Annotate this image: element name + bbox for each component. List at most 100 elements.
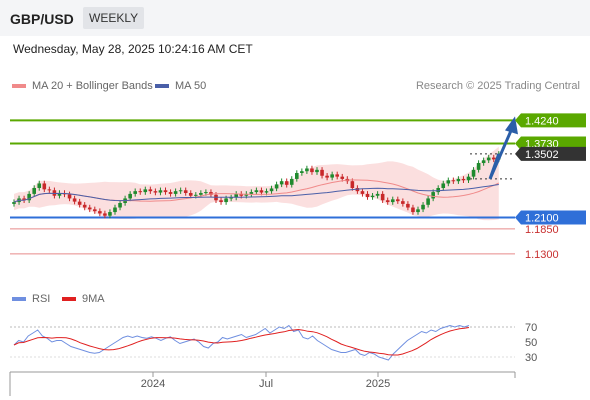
timeframe-button[interactable]: WEEKLY [83,7,145,29]
candle-body [406,203,410,208]
candle-body [254,190,259,193]
candle-body [481,160,486,164]
level-tag [515,146,586,161]
candle-body [209,192,213,195]
level-tag [515,113,586,128]
candle-body [199,192,203,195]
candle-body [239,193,244,196]
candle-body [77,201,82,205]
candle-body [93,209,97,212]
candle-body [128,193,132,199]
candle-body [32,188,36,194]
candle-body [244,193,249,196]
legend-swatch [155,84,169,88]
level-label: 1.1850 [525,224,559,236]
candle-body [103,213,107,216]
candle-body [310,168,314,173]
legend-swatch [12,297,26,301]
candle-body [385,200,390,203]
level-label: 1.2100 [525,213,559,225]
candle-body [491,157,496,160]
level-label: 1.3502 [525,149,559,161]
candle-body [264,191,269,193]
candle-body [204,192,208,194]
candle-body [153,191,158,193]
candle-body [431,192,435,199]
candle-body [365,193,370,198]
candle-body [138,191,143,193]
candle-body [476,163,481,170]
legend-rsi: RSI [12,293,50,305]
candle-body [446,180,451,184]
candle-body [471,169,476,177]
candle-body [148,189,153,192]
projection-arrow [488,127,514,180]
candle-body [340,176,345,179]
candle-body [461,178,466,181]
candle-body [375,193,380,196]
level-tag [515,210,586,225]
candle-body [42,183,47,190]
candle-body [113,207,117,213]
candle-body [194,194,198,196]
candle-body [295,173,299,179]
candle-body [279,181,284,185]
candle-body [436,188,440,193]
candle-body [456,178,461,182]
candle-body [219,200,223,203]
candle-body [82,204,87,208]
candle-body [335,174,339,177]
candle-body [411,207,415,213]
x-tick-label: Jul [259,378,273,390]
candle-body [390,199,395,203]
projection-arrowhead [505,116,518,135]
candle-body [47,189,52,191]
candle-body [52,190,57,196]
candle-body [370,195,375,198]
level-label: 1.4240 [525,115,559,127]
candle-body [421,204,425,210]
candle-body [163,190,168,193]
candle-body [173,191,178,194]
legend-label: 9MA [82,293,105,305]
candle-body [229,197,233,199]
candle-body [37,183,42,188]
candle-body [178,190,183,192]
candle-body [426,198,430,205]
candle-body [360,191,365,194]
candle-body [12,202,16,204]
candle-body [451,180,456,182]
candle-body [330,174,334,178]
candle-body [466,176,471,181]
candle-body [168,192,173,194]
level-label: 1.1300 [525,249,559,261]
rsi-line [13,324,470,361]
candle-body [269,188,274,192]
candle-body [325,175,329,178]
candle-body [234,193,238,198]
candle-body [284,181,289,185]
legend-ma9: 9MA [62,293,105,305]
candle-body [224,198,228,203]
candle-body [143,189,148,193]
x-tick-label: 2025 [366,378,390,390]
candle-body [350,181,355,188]
legend-label: MA 20 + Bollinger Bands [32,80,153,92]
research-credit: Research © 2025 Trading Central [415,80,580,92]
legend-ma20: MA 20 + Bollinger Bands [12,80,153,92]
candle-body [158,190,163,193]
candle-body [133,191,137,194]
ma50-line [13,184,499,203]
symbol-label: GBP/USD [10,11,74,27]
legend-ma50: MA 50 [155,80,206,92]
candle-body [416,209,420,213]
candle-body [289,178,294,185]
candle-body [249,192,254,194]
candle-body [259,190,264,193]
candle-body [320,169,324,176]
candle-body [300,171,304,174]
candle-body [87,207,92,210]
x-tick-label: 2024 [141,378,165,390]
candle-body [27,193,31,201]
